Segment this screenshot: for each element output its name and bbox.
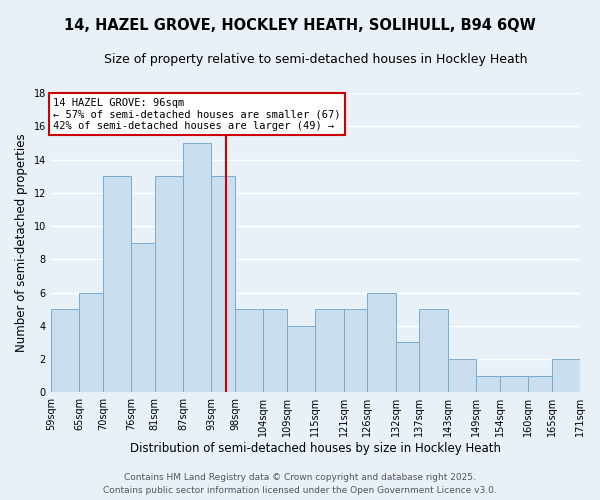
Bar — [448, 359, 476, 392]
Bar — [211, 176, 235, 392]
Bar — [500, 376, 528, 392]
Bar — [235, 309, 263, 392]
Text: 14 HAZEL GROVE: 96sqm
← 57% of semi-detached houses are smaller (67)
42% of semi: 14 HAZEL GROVE: 96sqm ← 57% of semi-deta… — [53, 98, 341, 130]
Bar — [316, 309, 344, 392]
Y-axis label: Number of semi-detached properties: Number of semi-detached properties — [15, 134, 28, 352]
Bar — [367, 292, 396, 392]
Bar — [51, 309, 79, 392]
Bar — [344, 309, 367, 392]
Bar — [79, 292, 103, 392]
Bar — [528, 376, 551, 392]
X-axis label: Distribution of semi-detached houses by size in Hockley Heath: Distribution of semi-detached houses by … — [130, 442, 501, 455]
Text: 14, HAZEL GROVE, HOCKLEY HEATH, SOLIHULL, B94 6QW: 14, HAZEL GROVE, HOCKLEY HEATH, SOLIHULL… — [64, 18, 536, 32]
Bar — [396, 342, 419, 392]
Bar — [155, 176, 183, 392]
Bar — [183, 143, 211, 392]
Bar — [419, 309, 448, 392]
Bar — [263, 309, 287, 392]
Text: Contains HM Land Registry data © Crown copyright and database right 2025.
Contai: Contains HM Land Registry data © Crown c… — [103, 474, 497, 495]
Bar — [131, 242, 155, 392]
Bar — [287, 326, 316, 392]
Bar — [551, 359, 580, 392]
Bar — [103, 176, 131, 392]
Title: Size of property relative to semi-detached houses in Hockley Heath: Size of property relative to semi-detach… — [104, 52, 527, 66]
Bar — [476, 376, 500, 392]
